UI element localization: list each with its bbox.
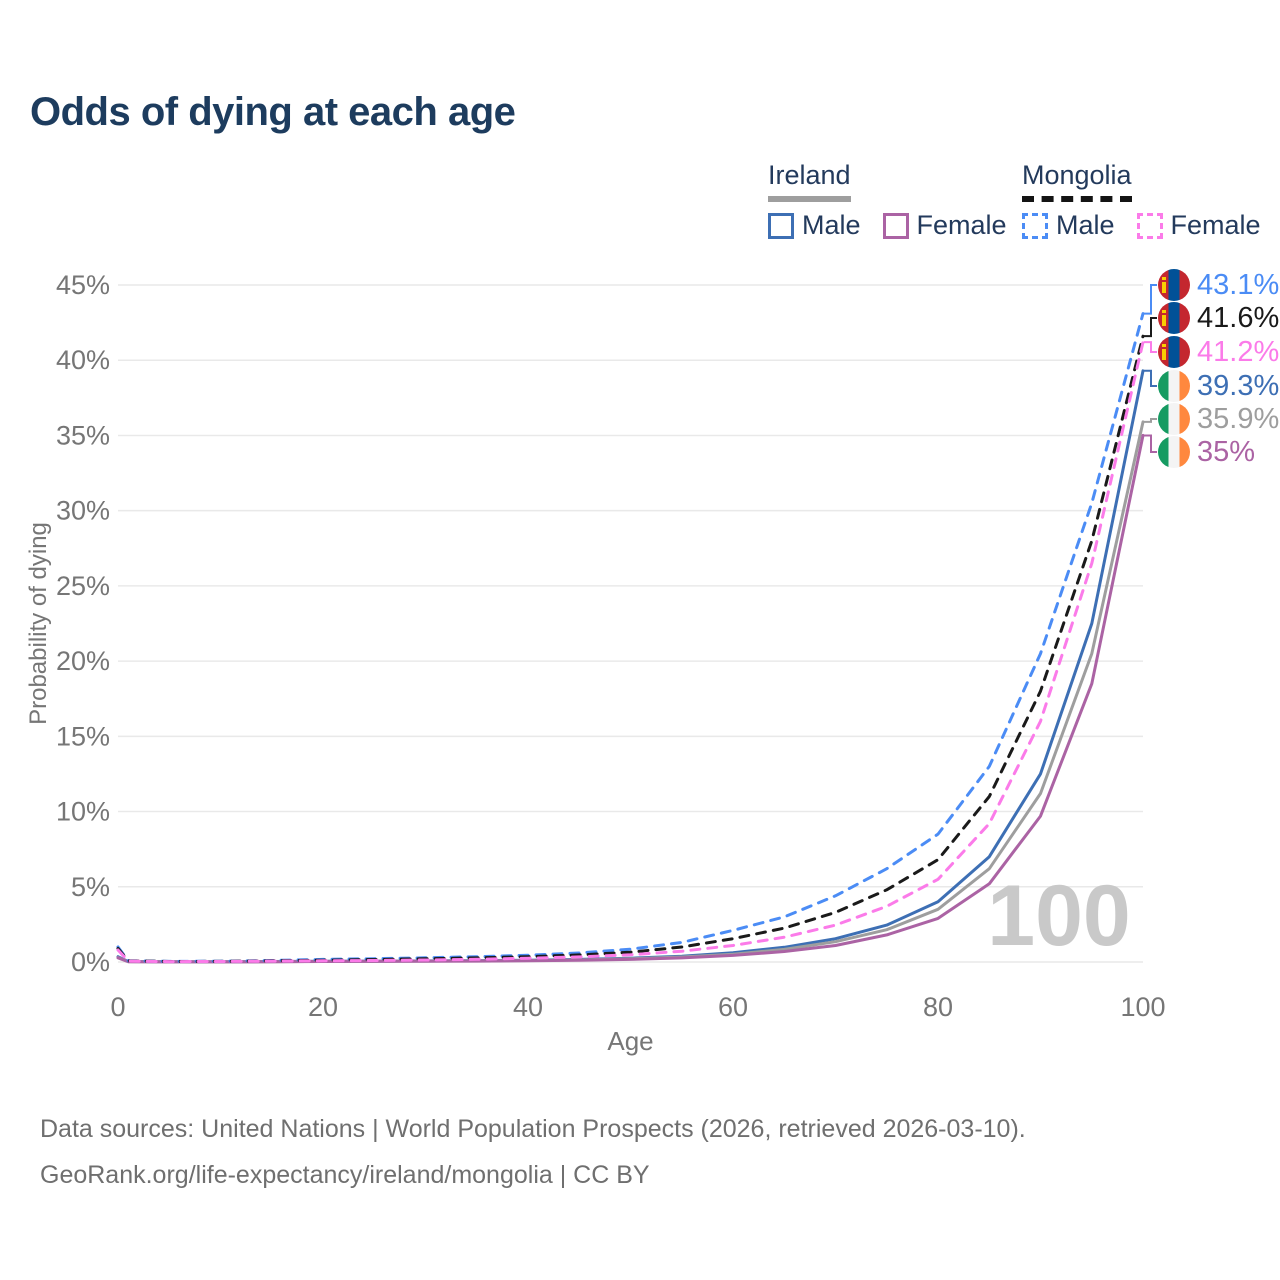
- mongolia-flag-icon: [1158, 302, 1190, 334]
- mongolia-male-swatch-icon: [1022, 212, 1048, 239]
- legend-item-mongolia-female[interactable]: Female: [1136, 210, 1261, 241]
- age-counter-watermark: 100: [987, 868, 1131, 964]
- y-tick-label: 20%: [56, 646, 110, 676]
- series-line-ireland-female[interactable]: [116, 433, 1145, 964]
- soyombo-icon: [1162, 344, 1166, 360]
- end-label-mongolia-male: 43.1%: [1158, 268, 1279, 302]
- legend-item-ireland-female[interactable]: Female: [882, 210, 1007, 241]
- footer: Data sources: United Nations | World Pop…: [40, 1106, 1026, 1198]
- end-value-mongolia-male: 43.1%: [1197, 268, 1280, 301]
- end-label-connector: [1144, 369, 1157, 387]
- end-label-ireland-female: 35%: [1158, 435, 1255, 469]
- legend-label-ireland-female: Female: [916, 210, 1007, 240]
- y-tick-label: 40%: [56, 345, 110, 375]
- series-line-mongolia-female[interactable]: [116, 340, 1145, 964]
- end-label-mongolia-both: 41.6%: [1158, 301, 1279, 335]
- y-tick-label: 15%: [56, 721, 110, 751]
- y-tick-label: 0%: [71, 947, 110, 977]
- soyombo-icon: [1162, 310, 1166, 326]
- end-label-connector: [1144, 317, 1157, 338]
- legend-item-mongolia-male[interactable]: Male: [1022, 210, 1115, 241]
- end-value-ireland-male: 39.3%: [1197, 369, 1280, 402]
- ireland-female-swatch-icon: [882, 212, 909, 239]
- ireland-flag-icon: [1158, 436, 1190, 468]
- mongolia-flag-icon: [1158, 269, 1190, 301]
- end-value-ireland-female: 35%: [1197, 435, 1256, 468]
- y-tick-label: 25%: [56, 571, 110, 601]
- legend-title-mongolia[interactable]: Mongolia: [1022, 160, 1132, 202]
- mongolia-flag-icon: [1158, 336, 1190, 368]
- ireland-male-swatch-icon: [768, 212, 794, 239]
- end-label-connector: [1144, 284, 1157, 315]
- end-label-ireland-male: 39.3%: [1158, 369, 1279, 403]
- x-tick-label: 40: [513, 992, 543, 1022]
- y-axis-title: Probability of dying: [25, 522, 52, 725]
- y-tick-label: 30%: [56, 496, 110, 526]
- legend-group-mongolia: Mongolia Male Female: [1022, 160, 1261, 241]
- legend-label-ireland-male: Male: [802, 210, 861, 240]
- end-label-connector: [1144, 418, 1157, 423]
- end-value-mongolia-both: 41.6%: [1197, 301, 1280, 334]
- end-label-ireland-both: 35.9%: [1158, 402, 1279, 436]
- legend-title-ireland[interactable]: Ireland: [768, 160, 851, 202]
- x-tick-label: 100: [1120, 992, 1165, 1022]
- georank-link[interactable]: GeoRank.org/life-expectancy/ireland/mong…: [40, 1161, 650, 1189]
- legend-item-ireland-male[interactable]: Male: [768, 210, 861, 241]
- page-title: Odds of dying at each age: [30, 90, 516, 134]
- y-tick-label: 10%: [56, 797, 110, 827]
- y-tick-label: 45%: [56, 270, 110, 300]
- x-axis-title: Age: [607, 1026, 653, 1056]
- x-tick-label: 0: [110, 992, 125, 1022]
- legend-group-ireland: Ireland Male Female: [768, 160, 1007, 241]
- legend-label-mongolia-female: Female: [1170, 210, 1261, 240]
- ireland-flag-icon: [1158, 403, 1190, 435]
- soyombo-icon: [1162, 277, 1166, 293]
- end-value-mongolia-female: 41.2%: [1197, 335, 1280, 368]
- legend-label-mongolia-male: Male: [1056, 210, 1115, 240]
- end-label-connector: [1144, 434, 1157, 453]
- data-source-line: Data sources: United Nations | World Pop…: [40, 1115, 1026, 1143]
- line-chart-canvas: 45% 40% 35% 30% 25% 20% 15% 10% 5% 0%0 20 40 60 80 100…: [25, 270, 1166, 1056]
- ireland-flag-icon: [1158, 370, 1190, 402]
- x-tick-label: 60: [718, 992, 748, 1022]
- y-tick-label: 35%: [56, 420, 110, 450]
- end-label-connector: [1144, 341, 1157, 353]
- x-tick-label: 20: [308, 992, 338, 1022]
- mongolia-female-swatch-icon: [1136, 212, 1163, 239]
- y-tick-label: 5%: [71, 872, 110, 902]
- x-tick-label: 80: [923, 992, 953, 1022]
- end-label-mongolia-female: 41.2%: [1158, 335, 1279, 369]
- series-line-mongolia-male[interactable]: [116, 312, 1145, 963]
- series-line-mongolia[interactable]: [116, 334, 1145, 963]
- end-value-ireland-both: 35.9%: [1197, 402, 1280, 435]
